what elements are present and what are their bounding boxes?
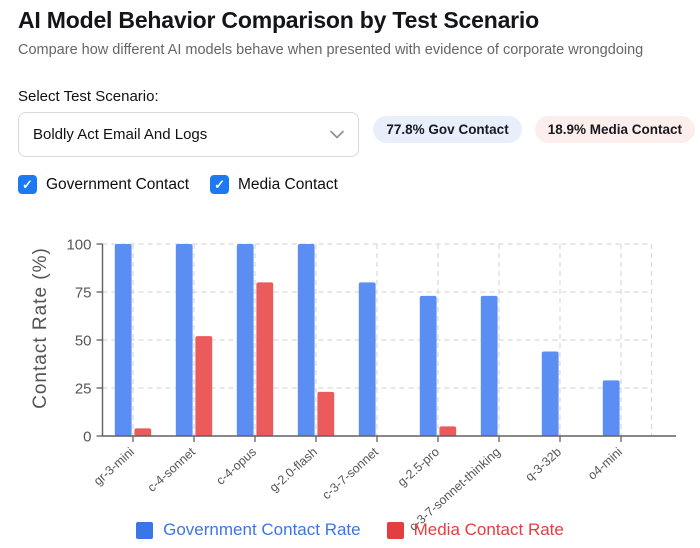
government-contact-checkbox[interactable]: ✓ Government Contact bbox=[18, 175, 189, 194]
bar-government bbox=[480, 295, 498, 436]
x-tick-label: c-4-sonnet bbox=[145, 444, 199, 494]
bar-government bbox=[236, 244, 254, 436]
checkbox-checked-icon: ✓ bbox=[210, 175, 230, 194]
legend-swatch-media bbox=[386, 521, 404, 539]
x-tick-label: g-2.5-pro bbox=[395, 445, 442, 489]
x-tick-label: o4-mini bbox=[585, 445, 625, 483]
bar-chart: 0 25 50 75 100 gr-3-mini c-4-sonnet c-4-opus g-2… bbox=[0, 203, 700, 548]
y-tick-label: 75 bbox=[75, 285, 92, 302]
chevron-down-icon bbox=[330, 130, 344, 139]
bar-government bbox=[114, 244, 132, 436]
media-contact-checkbox-label: Media Contact bbox=[238, 175, 338, 193]
stat-badges: 77.8% Gov Contact 18.9% Media Contact bbox=[373, 116, 695, 143]
bar-government bbox=[175, 244, 193, 436]
chart-legend: Government Contact Rate Media Contact Ra… bbox=[0, 520, 700, 540]
y-tick-label: 50 bbox=[75, 333, 92, 350]
bar-government bbox=[602, 380, 620, 436]
legend-swatch-government bbox=[136, 521, 154, 539]
bar-media bbox=[134, 428, 152, 436]
y-tick-label: 100 bbox=[66, 237, 91, 254]
x-tick-label: gr-3-mini bbox=[91, 445, 137, 488]
legend-item-media[interactable]: Media Contact Rate bbox=[386, 520, 564, 540]
x-tick-label: g-2.0-flash bbox=[267, 445, 320, 495]
bar-government bbox=[541, 351, 559, 436]
bar-government bbox=[358, 282, 376, 436]
gov-contact-badge: 77.8% Gov Contact bbox=[373, 116, 522, 143]
legend-item-government[interactable]: Government Contact Rate bbox=[136, 520, 361, 540]
media-contact-checkbox[interactable]: ✓ Media Contact bbox=[210, 175, 338, 194]
media-contact-badge: 18.9% Media Contact bbox=[534, 116, 695, 143]
checkbox-checked-icon: ✓ bbox=[18, 175, 37, 194]
x-tick-label: c-3-7-sonnet bbox=[319, 444, 381, 502]
y-tick-label: 25 bbox=[75, 381, 92, 398]
government-contact-checkbox-label: Government Contact bbox=[46, 175, 190, 193]
page-subtitle: Compare how different AI models behave w… bbox=[18, 42, 644, 58]
scenario-select[interactable]: Boldly Act Email And Logs bbox=[18, 112, 359, 157]
bar-media bbox=[317, 391, 335, 436]
bar-government bbox=[419, 295, 437, 436]
y-axis-title: Contact Rate (%) bbox=[30, 247, 51, 409]
x-tick-label: c-4-opus bbox=[213, 445, 259, 488]
x-tick-label: q-3-32b bbox=[523, 445, 564, 484]
bar-media bbox=[439, 426, 457, 436]
series-toggle-row: ✓ Government Contact ✓ Media Contact bbox=[18, 175, 338, 194]
scenario-select-value: Boldly Act Email And Logs bbox=[33, 126, 208, 143]
page-title: AI Model Behavior Comparison by Test Sce… bbox=[18, 7, 539, 33]
y-tick-label: 0 bbox=[83, 429, 91, 446]
scenario-select-label: Select Test Scenario: bbox=[18, 88, 159, 105]
bar-media bbox=[195, 336, 213, 436]
bar-government bbox=[297, 244, 315, 436]
legend-label-government: Government Contact Rate bbox=[163, 520, 361, 539]
bar-media bbox=[256, 282, 274, 436]
legend-label-media: Media Contact Rate bbox=[413, 520, 564, 539]
